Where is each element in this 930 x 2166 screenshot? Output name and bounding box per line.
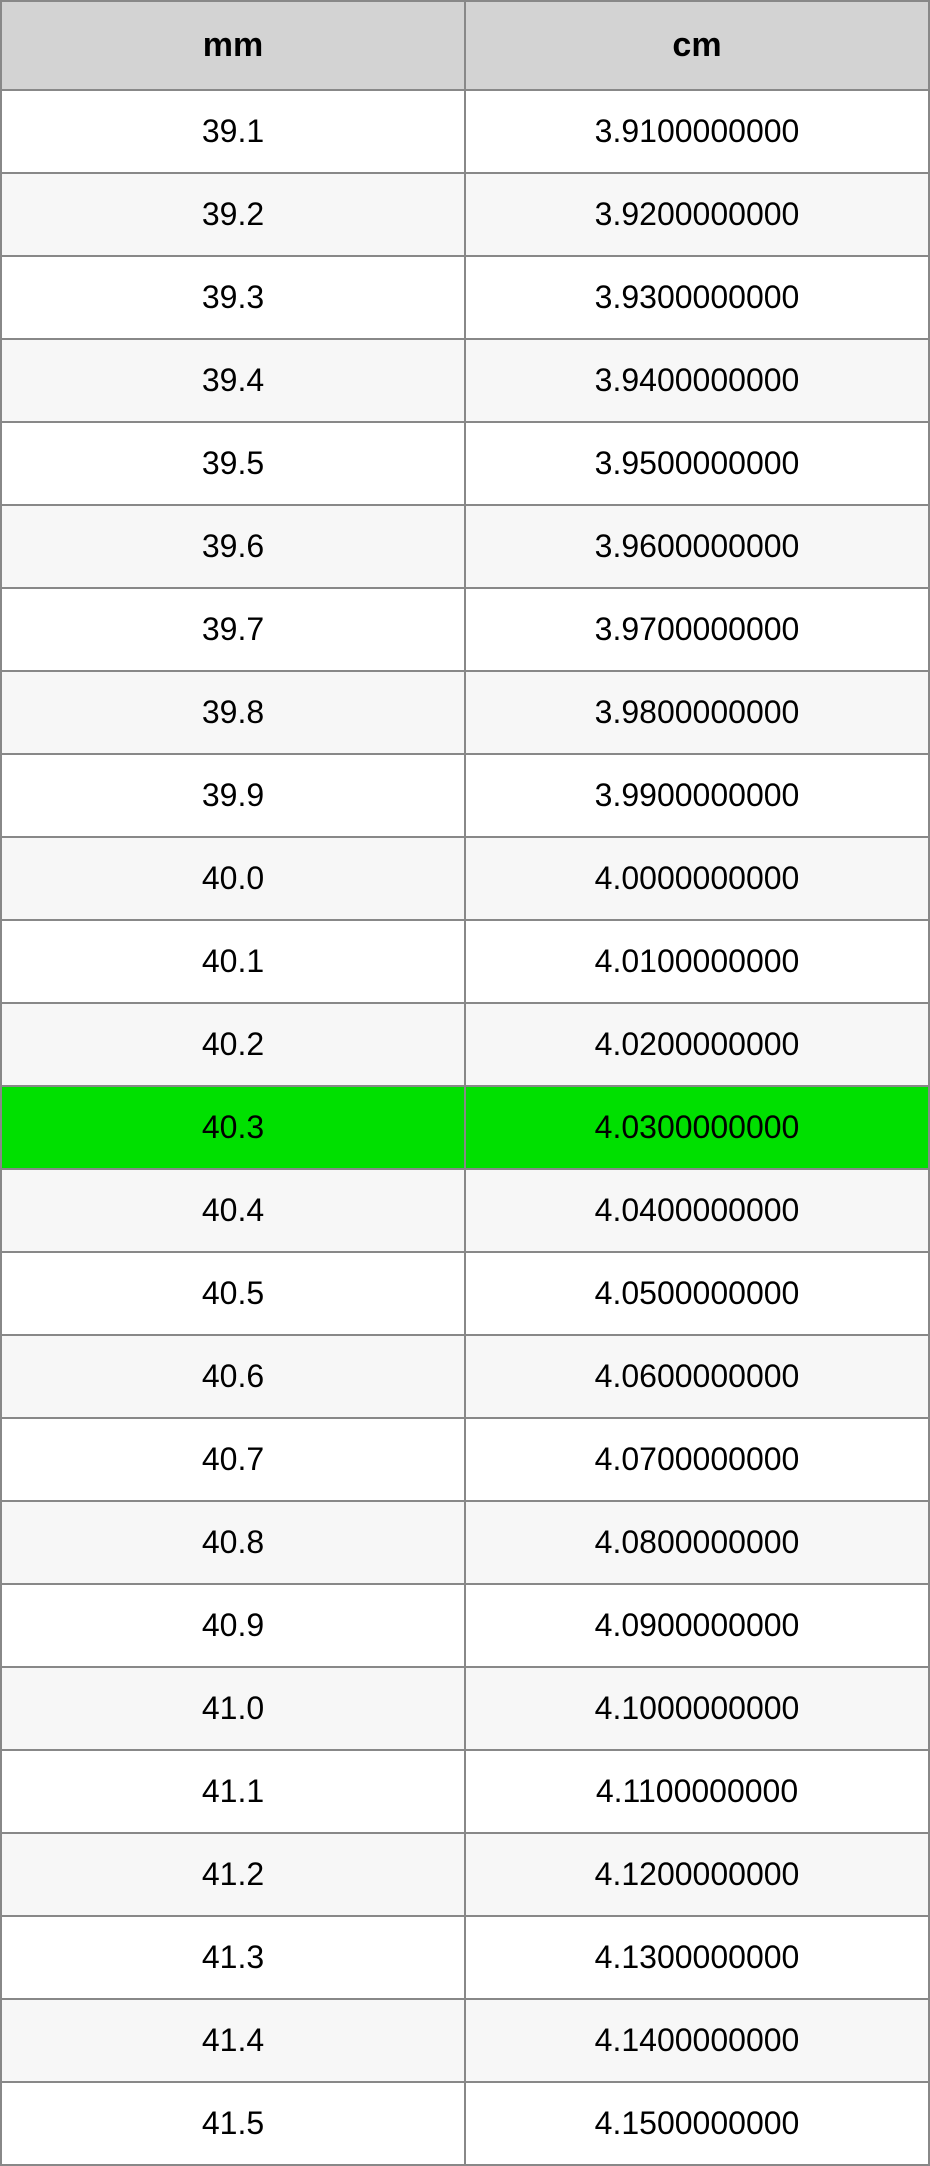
table-row: 40.94.0900000000 [1,1584,929,1667]
cell-cm: 4.1300000000 [465,1916,929,1999]
cell-mm: 40.1 [1,920,465,1003]
cell-mm: 40.7 [1,1418,465,1501]
cell-cm: 4.1000000000 [465,1667,929,1750]
table-row: 39.93.9900000000 [1,754,929,837]
cell-cm: 4.0400000000 [465,1169,929,1252]
cell-mm: 41.2 [1,1833,465,1916]
cell-mm: 39.7 [1,588,465,671]
cell-cm: 4.0900000000 [465,1584,929,1667]
table-row: 41.44.1400000000 [1,1999,929,2082]
column-header-mm: mm [1,1,465,90]
cell-cm: 4.0700000000 [465,1418,929,1501]
cell-cm: 4.0200000000 [465,1003,929,1086]
table-row: 39.43.9400000000 [1,339,929,422]
cell-mm: 39.2 [1,173,465,256]
cell-mm: 39.4 [1,339,465,422]
table-header-row: mm cm [1,1,929,90]
cell-cm: 4.0800000000 [465,1501,929,1584]
cell-cm: 4.1200000000 [465,1833,929,1916]
table-row: 39.83.9800000000 [1,671,929,754]
table-row: 39.23.9200000000 [1,173,929,256]
cell-mm: 40.0 [1,837,465,920]
cell-cm: 3.9900000000 [465,754,929,837]
cell-cm: 4.1100000000 [465,1750,929,1833]
table-row: 39.63.9600000000 [1,505,929,588]
cell-mm: 39.1 [1,90,465,173]
cell-cm: 4.0300000000 [465,1086,929,1169]
cell-mm: 40.2 [1,1003,465,1086]
cell-cm: 3.9500000000 [465,422,929,505]
table-row: 39.53.9500000000 [1,422,929,505]
column-header-cm: cm [465,1,929,90]
table-row: 40.24.0200000000 [1,1003,929,1086]
cell-cm: 3.9300000000 [465,256,929,339]
table-row: 39.33.9300000000 [1,256,929,339]
table-row: 39.13.9100000000 [1,90,929,173]
cell-mm: 40.9 [1,1584,465,1667]
table-body: 39.13.910000000039.23.920000000039.33.93… [1,90,929,2165]
cell-cm: 3.9200000000 [465,173,929,256]
cell-mm: 40.5 [1,1252,465,1335]
table-row: 41.04.1000000000 [1,1667,929,1750]
cell-cm: 4.0600000000 [465,1335,929,1418]
table-row: 41.34.1300000000 [1,1916,929,1999]
cell-mm: 39.6 [1,505,465,588]
table-row: 40.44.0400000000 [1,1169,929,1252]
cell-mm: 40.6 [1,1335,465,1418]
cell-mm: 41.5 [1,2082,465,2165]
cell-cm: 4.0100000000 [465,920,929,1003]
cell-mm: 40.8 [1,1501,465,1584]
cell-mm: 41.4 [1,1999,465,2082]
cell-cm: 4.0000000000 [465,837,929,920]
cell-mm: 41.1 [1,1750,465,1833]
table-row: 40.74.0700000000 [1,1418,929,1501]
table-row: 40.34.0300000000 [1,1086,929,1169]
cell-mm: 39.8 [1,671,465,754]
cell-mm: 39.9 [1,754,465,837]
table-row: 39.73.9700000000 [1,588,929,671]
table-row: 41.14.1100000000 [1,1750,929,1833]
cell-cm: 3.9600000000 [465,505,929,588]
cell-cm: 3.9400000000 [465,339,929,422]
table-row: 40.84.0800000000 [1,1501,929,1584]
conversion-table: mm cm 39.13.910000000039.23.920000000039… [0,0,930,2166]
table-row: 40.64.0600000000 [1,1335,929,1418]
table-row: 41.24.1200000000 [1,1833,929,1916]
cell-cm: 3.9800000000 [465,671,929,754]
cell-cm: 4.1400000000 [465,1999,929,2082]
table-row: 40.04.0000000000 [1,837,929,920]
cell-mm: 40.3 [1,1086,465,1169]
cell-cm: 4.0500000000 [465,1252,929,1335]
cell-mm: 39.5 [1,422,465,505]
cell-cm: 4.1500000000 [465,2082,929,2165]
cell-cm: 3.9700000000 [465,588,929,671]
cell-mm: 39.3 [1,256,465,339]
table-row: 40.54.0500000000 [1,1252,929,1335]
table-row: 40.14.0100000000 [1,920,929,1003]
cell-mm: 40.4 [1,1169,465,1252]
cell-mm: 41.3 [1,1916,465,1999]
cell-cm: 3.9100000000 [465,90,929,173]
cell-mm: 41.0 [1,1667,465,1750]
table-row: 41.54.1500000000 [1,2082,929,2165]
